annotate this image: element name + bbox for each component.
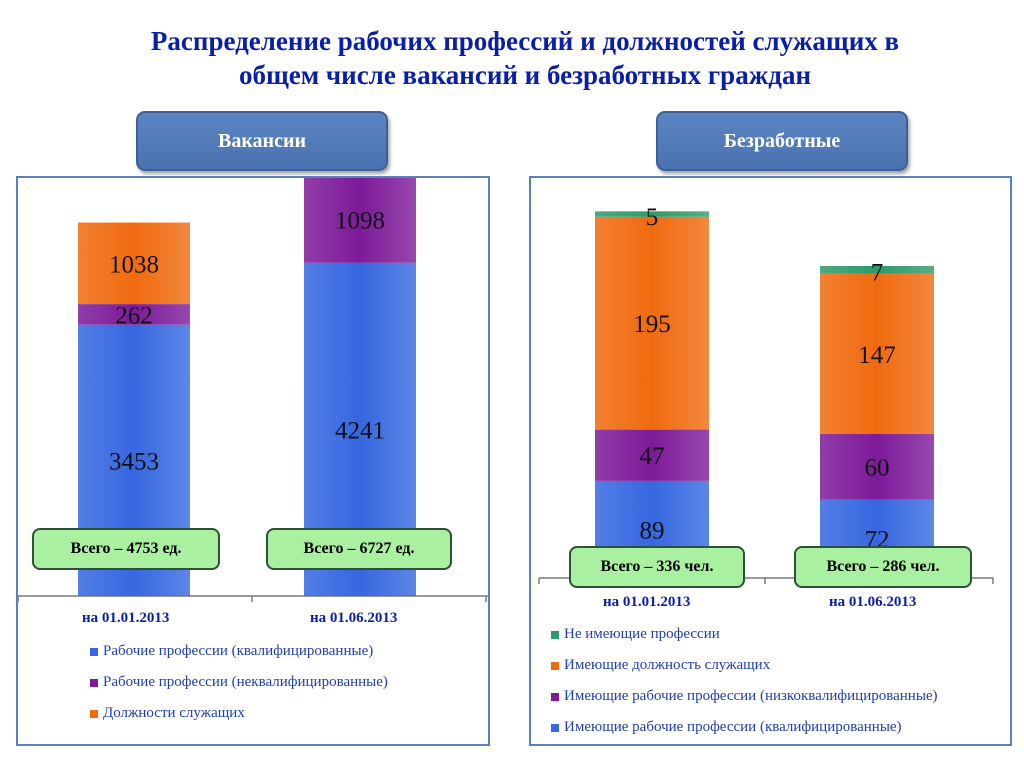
legend-label: Не имеющие профессии (564, 626, 720, 642)
unemployed-legend: Не имеющие профессии Имеющие должность с… (551, 619, 938, 743)
vacancies-header: Вакансии (136, 111, 388, 171)
title-line-2: общем числе вакансий и безработных гражд… (238, 60, 811, 90)
bar-segment (78, 304, 190, 325)
unemployed-panel: 89 47 195 5 72 60 147 7 Всего – 336 чел. Всего … (529, 176, 1012, 746)
vacancies-total-2013-01: Всего – 4753 ед. (32, 528, 220, 570)
vacancies-panel: 34532621038424110981388 Всего – 4753 ед.… (16, 176, 490, 746)
unemployed-total-2013-06: Всего – 286 чел. (794, 546, 972, 588)
swatch-blue (551, 723, 559, 732)
bar-segment (304, 178, 416, 263)
data-label: 262 (115, 302, 153, 329)
data-label: 147 (858, 342, 896, 369)
bar-segment (78, 222, 190, 305)
legend-item: Имеющие рабочие профессии (низкоквалифиц… (551, 681, 938, 712)
legend-label: Имеющие должность служащих (564, 657, 771, 673)
data-label: 195 (633, 311, 671, 338)
legend-item: Должности служащих (90, 698, 388, 729)
bar-segment (595, 216, 709, 430)
legend-item: Не имеющие профессии (551, 619, 938, 650)
legend-item: Имеющие должность служащих (551, 650, 938, 681)
legend-label: Должности служащих (103, 705, 245, 721)
data-label: 1098 (335, 208, 385, 235)
vacancies-total-2013-06: Всего – 6727 ед. (266, 528, 452, 570)
legend-item: Рабочие профессии (квалифицированные) (90, 636, 388, 667)
swatch-orange (90, 709, 98, 718)
bar-segment (820, 273, 934, 434)
legend-label: Имеющие рабочие профессии (квалифицирова… (564, 719, 902, 735)
data-label: 5 (646, 204, 659, 231)
swatch-blue (90, 647, 98, 656)
page-title: Распределение рабочих профессий и должно… (60, 24, 990, 92)
bar-segment (595, 429, 709, 481)
data-label: 1038 (109, 251, 159, 278)
vacancies-xlabel-2: на 01.06.2013 (310, 610, 398, 626)
data-label: 89 (640, 517, 665, 544)
legend-item: Рабочие профессии (неквалифицированные) (90, 667, 388, 698)
legend-label: Имеющие рабочие профессии (низкоквалифиц… (564, 688, 938, 704)
bar-segment (820, 433, 934, 500)
data-label: 47 (640, 443, 665, 470)
bar-segment (820, 265, 934, 274)
swatch-green (551, 630, 559, 639)
data-label: 3453 (109, 448, 159, 475)
bar-segment (595, 211, 709, 217)
legend-label: Рабочие профессии (квалифицированные) (103, 643, 374, 659)
data-label: 4241 (335, 417, 385, 444)
swatch-orange (551, 661, 559, 670)
unemployed-header: Безработные (656, 111, 908, 171)
swatch-purple (551, 692, 559, 701)
title-line-1: Распределение рабочих профессий и должно… (150, 26, 900, 56)
unemployed-xlabel-2: на 01.06.2013 (829, 594, 917, 610)
unemployed-xlabel-1: на 01.01.2013 (603, 594, 691, 610)
legend-label: Рабочие профессии (неквалифицированные) (103, 674, 388, 690)
vacancies-legend: Рабочие профессии (квалифицированные) Ра… (90, 636, 388, 729)
data-label: 60 (865, 455, 890, 482)
vacancies-xlabel-1: на 01.01.2013 (82, 610, 170, 626)
legend-item: Имеющие рабочие профессии (квалифицирова… (551, 712, 938, 743)
swatch-purple (90, 678, 98, 687)
unemployed-total-2013-01: Всего – 336 чел. (569, 546, 745, 588)
data-label: 7 (871, 260, 884, 287)
